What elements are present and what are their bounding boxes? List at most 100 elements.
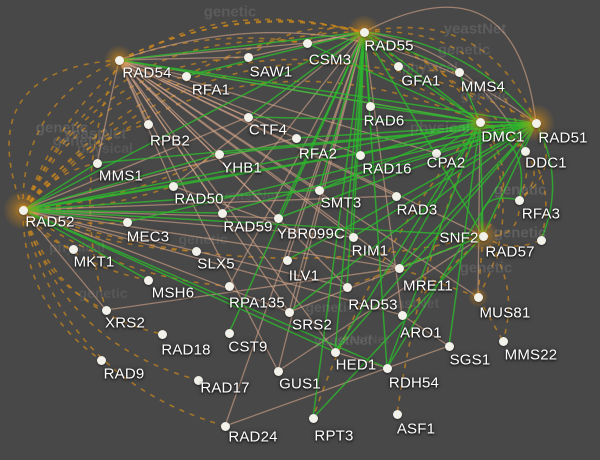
- edge-MUS81-MMS22: [477, 296, 504, 342]
- edge-RAD55-CSM3: [306, 26, 365, 44]
- node-RFA2[interactable]: [291, 133, 301, 143]
- node-SRS2[interactable]: [284, 307, 294, 317]
- node-RAD17[interactable]: [193, 375, 203, 385]
- node-RAD51[interactable]: [531, 118, 541, 128]
- edge-RAD55-RAD54: [118, 31, 365, 61]
- node-RFA3[interactable]: [514, 195, 524, 205]
- node-label-RAD18: RAD18: [161, 341, 211, 359]
- node-label-RIM1: RIM1: [351, 242, 389, 260]
- edge-DMC1-GFA1: [397, 65, 481, 123]
- node-label-DDC1: DDC1: [525, 154, 567, 172]
- node-label-MMS1: MMS1: [98, 167, 144, 185]
- node-DDC1[interactable]: [520, 146, 530, 156]
- node-RAD52[interactable]: [18, 205, 28, 215]
- edge-RAD52-SNF2: [22, 209, 484, 237]
- node-label-SGS1: SGS1: [449, 351, 491, 369]
- node-label-RFA1: RFA1: [191, 81, 231, 99]
- node-CST9[interactable]: [224, 328, 234, 338]
- node-CTF4[interactable]: [243, 112, 253, 122]
- edge-RAD54-SRS2: [118, 59, 290, 313]
- node-ILV1[interactable]: [282, 255, 292, 265]
- node-MMS22[interactable]: [498, 336, 508, 346]
- node-RDH54[interactable]: [382, 363, 392, 373]
- node-RAD53[interactable]: [342, 282, 352, 292]
- edge-RAD52-RPB2: [22, 123, 149, 211]
- node-YBR099C[interactable]: [273, 213, 283, 223]
- node-RAD59[interactable]: [217, 208, 227, 218]
- node-label-RPA135: RPA135: [229, 294, 285, 312]
- edge-RAD54-SAW1: [118, 56, 249, 61]
- node-MSH6[interactable]: [143, 275, 153, 285]
- node-RAD55[interactable]: [359, 27, 369, 37]
- node-CPA2[interactable]: [431, 148, 441, 158]
- edge-RAD52-DDC1: [22, 58, 526, 211]
- edge-RAD52-SLX5: [22, 209, 197, 252]
- node-GFA1[interactable]: [393, 61, 403, 71]
- edge-DMC1-SNF2: [479, 121, 484, 237]
- node-label-GFA1: GFA1: [401, 72, 441, 90]
- edge-RAD52-RAD18: [22, 209, 163, 335]
- node-ARO1[interactable]: [397, 310, 407, 320]
- edge-RAD55-MMS4: [363, 31, 460, 73]
- node-MMS4[interactable]: [454, 67, 464, 77]
- edge-RAD52-RFA1: [22, 75, 187, 211]
- node-label-RAD54: RAD54: [122, 64, 172, 82]
- edge-DMC1-RAD52: [22, 121, 481, 211]
- node-RAD9[interactable]: [96, 355, 106, 365]
- edge-DMC1-SMT3: [318, 121, 481, 191]
- node-RAD24[interactable]: [220, 421, 230, 431]
- edge-RAD51-MRE11: [398, 122, 537, 269]
- node-RAD3[interactable]: [391, 191, 401, 201]
- node-YHB1[interactable]: [214, 149, 224, 159]
- node-XRS2[interactable]: [101, 305, 111, 315]
- node-DMC1[interactable]: [475, 117, 485, 127]
- edge-RAD52-RAD50: [22, 185, 174, 211]
- edge-RAD55-RAD53: [346, 31, 365, 288]
- node-label-SRS2: SRS2: [292, 316, 332, 334]
- node-RAD18[interactable]: [157, 329, 167, 339]
- edge-SNF2-RAD57: [482, 235, 542, 247]
- node-GUS1[interactable]: [273, 366, 283, 376]
- node-ASF1[interactable]: [392, 409, 402, 419]
- node-SMT3[interactable]: [314, 185, 324, 195]
- node-RIM1[interactable]: [348, 232, 358, 242]
- edge-RAD52-RAD55: [22, 18, 365, 211]
- edge-RAD52-RAD9: [22, 209, 102, 361]
- node-SLX5[interactable]: [191, 246, 201, 256]
- edge-DMC1-RAD16: [359, 121, 481, 156]
- node-RAD16[interactable]: [355, 150, 365, 160]
- node-label-HED1: HED1: [335, 356, 377, 374]
- node-label-XRS2: XRS2: [105, 314, 145, 332]
- edge-RAD52-YHB1: [22, 153, 220, 211]
- node-label-RFA2: RFA2: [298, 145, 338, 163]
- node-RAD50[interactable]: [168, 181, 178, 191]
- edge-RAD51-SNF2: [482, 122, 537, 237]
- edge-RAD52-RPA135: [22, 209, 230, 287]
- node-RPA135[interactable]: [224, 281, 234, 291]
- edge-DMC1-RDH54: [386, 121, 481, 369]
- node-SNF2[interactable]: [478, 231, 488, 241]
- edge-SNF2-RPT3: [312, 235, 484, 419]
- edge-RDH54-RAD24: [224, 367, 388, 427]
- edge-RAD51-SRS2: [288, 122, 537, 313]
- node-RFA1[interactable]: [181, 71, 191, 81]
- node-RAD57[interactable]: [536, 235, 546, 245]
- node-MRE11[interactable]: [394, 263, 404, 273]
- edge-RAD51-RIM1: [352, 122, 537, 238]
- node-CSM3[interactable]: [302, 38, 312, 48]
- node-HED1[interactable]: [330, 347, 340, 357]
- node-MEC3[interactable]: [122, 217, 132, 227]
- node-RPT3[interactable]: [308, 413, 318, 423]
- node-RAD6[interactable]: [365, 101, 375, 111]
- node-label-ILV1: ILV1: [288, 267, 320, 285]
- node-RAD54[interactable]: [114, 55, 124, 65]
- node-SGS1[interactable]: [444, 341, 454, 351]
- node-MMS1[interactable]: [92, 158, 102, 168]
- node-label-YBR099C: YBR099C: [276, 225, 346, 243]
- node-MKT1[interactable]: [68, 244, 78, 254]
- node-SAW1[interactable]: [243, 52, 253, 62]
- node-MUS81[interactable]: [473, 292, 483, 302]
- node-RPB2[interactable]: [143, 119, 153, 129]
